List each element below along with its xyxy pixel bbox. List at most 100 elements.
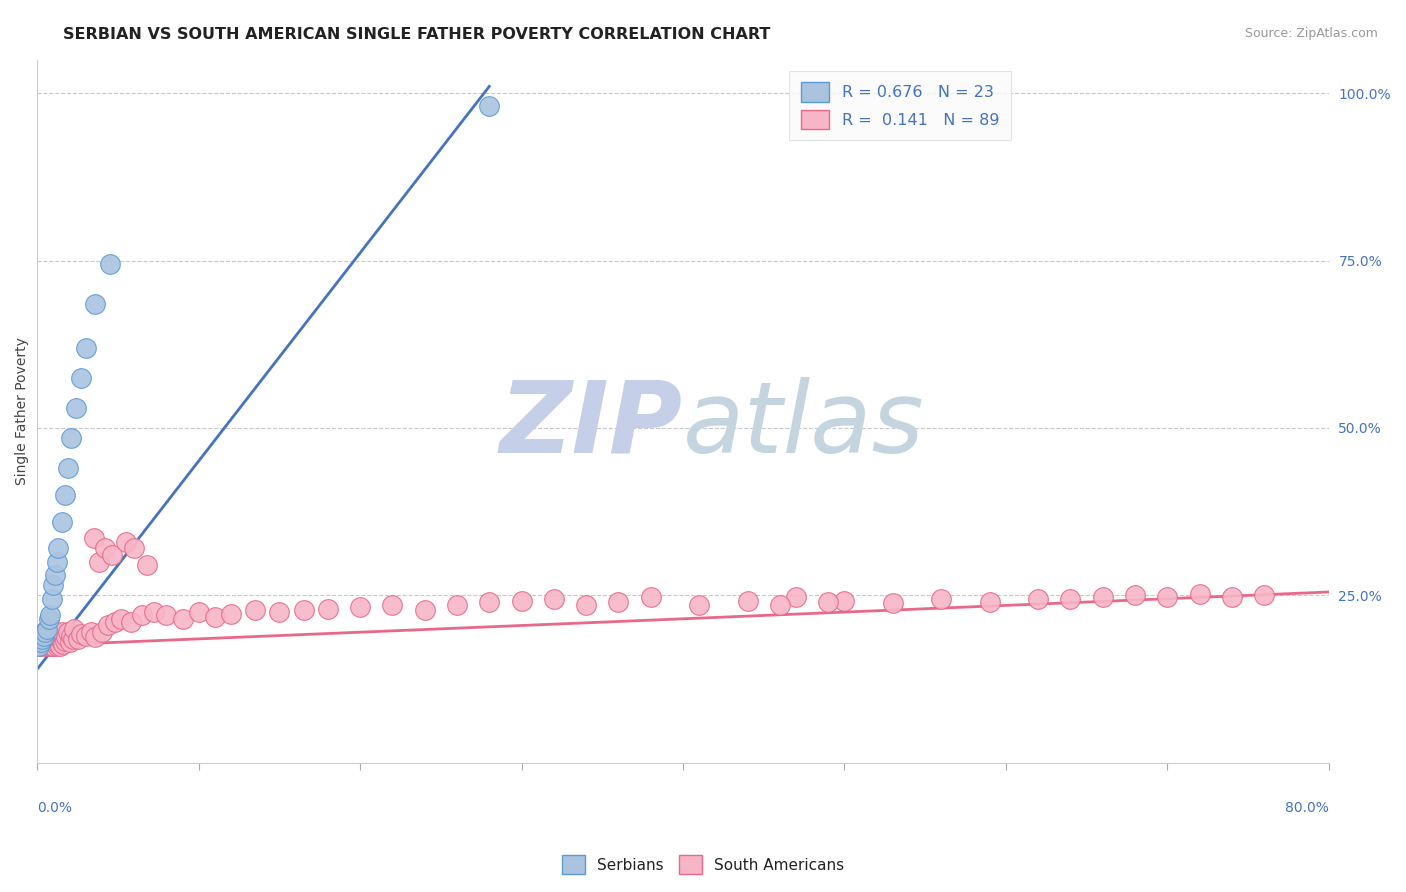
Point	[53, 488, 76, 502]
Point	[65, 401, 87, 415]
Point	[53, 633, 76, 648]
Point	[44, 568, 66, 582]
Point	[607, 595, 630, 609]
Point	[31, 632, 53, 646]
Point	[45, 632, 67, 646]
Point	[39, 625, 62, 640]
Text: 0.0%: 0.0%	[38, 801, 72, 815]
Point	[75, 341, 97, 355]
Point	[31, 632, 53, 646]
Point	[39, 608, 62, 623]
Point	[44, 625, 66, 640]
Y-axis label: Single Father Poverty: Single Father Poverty	[15, 337, 30, 485]
Point	[66, 632, 89, 646]
Point	[46, 541, 69, 556]
Point	[136, 558, 159, 573]
Point	[38, 639, 60, 653]
Point	[882, 596, 904, 610]
Point	[90, 625, 112, 640]
Point	[35, 635, 58, 649]
Legend: R = 0.676   N = 23, R =  0.141   N = 89: R = 0.676 N = 23, R = 0.141 N = 89	[789, 71, 1011, 140]
Point	[60, 431, 83, 445]
Text: SERBIAN VS SOUTH AMERICAN SINGLE FATHER POVERTY CORRELATION CHART: SERBIAN VS SOUTH AMERICAN SINGLE FATHER …	[63, 27, 770, 42]
Point	[640, 590, 662, 604]
Point	[42, 632, 65, 646]
Point	[56, 625, 79, 640]
Point	[979, 595, 1001, 609]
Point	[769, 599, 792, 613]
Point	[785, 590, 807, 604]
Point	[1253, 588, 1275, 602]
Point	[30, 635, 52, 649]
Point	[155, 608, 177, 623]
Point	[1059, 591, 1081, 606]
Point	[45, 555, 67, 569]
Point	[30, 639, 52, 653]
Point	[97, 618, 120, 632]
Point	[83, 532, 105, 546]
Point	[349, 600, 371, 615]
Point	[79, 625, 101, 640]
Point	[51, 625, 73, 640]
Point	[46, 636, 69, 650]
Point	[381, 599, 404, 613]
Point	[84, 630, 107, 644]
Point	[122, 541, 145, 556]
Point	[51, 515, 73, 529]
Point	[39, 635, 62, 649]
Point	[142, 605, 165, 619]
Point	[131, 608, 153, 623]
Point	[172, 612, 194, 626]
Point	[187, 605, 209, 619]
Point	[42, 578, 65, 592]
Point	[52, 636, 75, 650]
Point	[49, 632, 72, 646]
Point	[543, 591, 565, 606]
Point	[110, 612, 132, 626]
Point	[446, 599, 468, 613]
Point	[55, 630, 77, 644]
Point	[49, 639, 72, 653]
Text: Source: ZipAtlas.com: Source: ZipAtlas.com	[1244, 27, 1378, 40]
Point	[104, 615, 127, 629]
Point	[292, 603, 315, 617]
Legend: Serbians, South Americans: Serbians, South Americans	[555, 849, 851, 880]
Point	[59, 635, 82, 649]
Point	[63, 622, 86, 636]
Point	[34, 625, 56, 640]
Point	[41, 639, 63, 653]
Point	[45, 639, 67, 653]
Point	[70, 627, 93, 641]
Point	[56, 461, 79, 475]
Point	[41, 628, 63, 642]
Point	[34, 639, 56, 653]
Point	[478, 99, 501, 113]
Point	[32, 635, 55, 649]
Text: 80.0%: 80.0%	[1285, 801, 1329, 815]
Point	[120, 615, 142, 629]
Point	[32, 628, 55, 642]
Point	[32, 625, 55, 640]
Point	[834, 593, 856, 607]
Point	[75, 628, 97, 642]
Point	[269, 605, 291, 619]
Point	[1188, 587, 1211, 601]
Point	[737, 593, 759, 607]
Point	[1026, 591, 1049, 606]
Point	[41, 591, 63, 606]
Point	[94, 541, 117, 556]
Point	[817, 595, 839, 609]
Point	[87, 555, 110, 569]
Point	[35, 625, 58, 640]
Point	[44, 635, 66, 649]
Point	[1220, 590, 1243, 604]
Point	[60, 628, 83, 642]
Point	[510, 593, 533, 607]
Point	[929, 591, 952, 606]
Point	[42, 639, 65, 653]
Point	[316, 601, 339, 615]
Point	[70, 370, 93, 384]
Point	[688, 599, 710, 613]
Point	[35, 622, 58, 636]
Point	[1156, 590, 1178, 604]
